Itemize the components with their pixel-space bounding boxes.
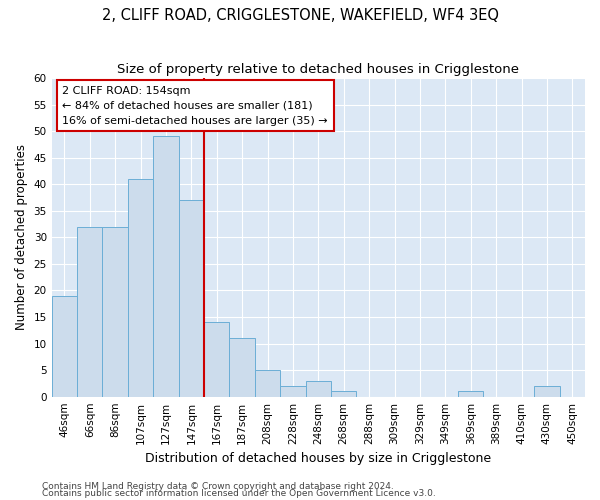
Bar	[331, 392, 356, 396]
Bar	[229, 338, 255, 396]
Y-axis label: Number of detached properties: Number of detached properties	[15, 144, 28, 330]
Bar	[77, 226, 103, 396]
Bar	[204, 322, 229, 396]
Title: Size of property relative to detached houses in Crigglestone: Size of property relative to detached ho…	[118, 62, 520, 76]
Bar	[153, 136, 179, 396]
Bar	[255, 370, 280, 396]
Text: Contains HM Land Registry data © Crown copyright and database right 2024.: Contains HM Land Registry data © Crown c…	[42, 482, 394, 491]
Bar	[458, 392, 484, 396]
Bar	[128, 179, 153, 396]
X-axis label: Distribution of detached houses by size in Crigglestone: Distribution of detached houses by size …	[145, 452, 491, 465]
Bar	[52, 296, 77, 396]
Text: Contains public sector information licensed under the Open Government Licence v3: Contains public sector information licen…	[42, 490, 436, 498]
Bar	[534, 386, 560, 396]
Bar	[280, 386, 305, 396]
Text: 2 CLIFF ROAD: 154sqm
← 84% of detached houses are smaller (181)
16% of semi-deta: 2 CLIFF ROAD: 154sqm ← 84% of detached h…	[62, 86, 328, 126]
Text: 2, CLIFF ROAD, CRIGGLESTONE, WAKEFIELD, WF4 3EQ: 2, CLIFF ROAD, CRIGGLESTONE, WAKEFIELD, …	[101, 8, 499, 22]
Bar	[305, 380, 331, 396]
Bar	[103, 226, 128, 396]
Bar	[179, 200, 204, 396]
